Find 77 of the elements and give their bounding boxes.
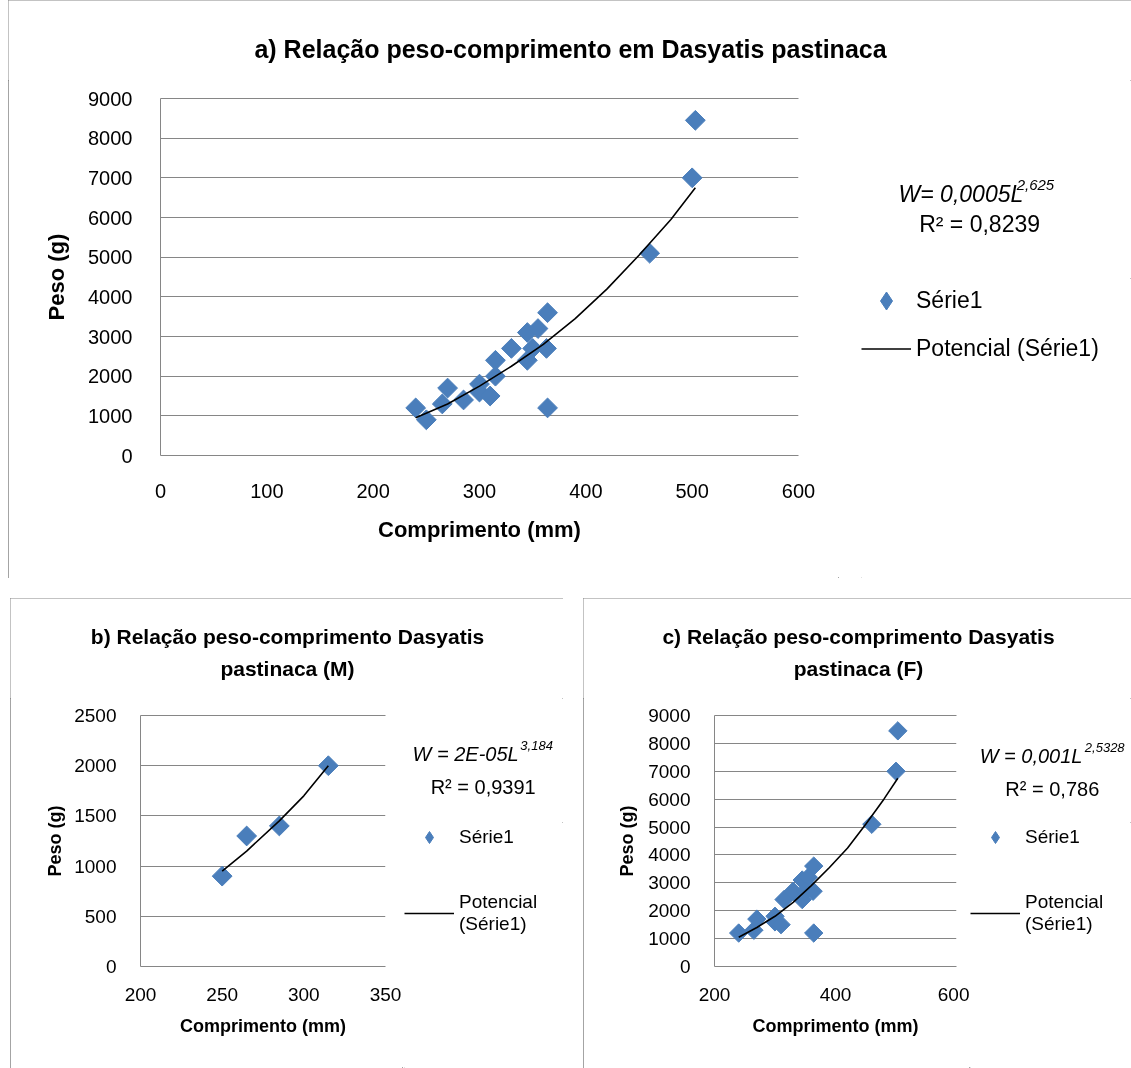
point [886,761,906,781]
y-tick-label: 9000 [648,705,691,726]
y-tick-label: 7000 [648,760,691,782]
legend-label: Potencial (Série1) [459,891,538,935]
y-tick-label: 2000 [88,365,133,388]
point [479,385,501,407]
legend-label: Série1 [916,287,983,314]
y-tick-label: 0 [105,956,117,977]
x-tick-label: 400 [819,983,852,1005]
point [485,349,506,371]
legend-label: Potencial (Série1) [1025,891,1104,935]
x-axis-title: Comprimento (mm) [752,1015,919,1036]
point [437,377,458,399]
point [888,721,908,741]
point [527,318,549,339]
text: R² = 0,786 [1005,777,1100,800]
y-tick-label: 5000 [648,816,691,838]
x-tick-label: 200 [124,983,157,1005]
x-tick-label: 400 [569,479,603,502]
point [501,338,522,359]
point [211,865,233,887]
x-tick-label: 250 [206,983,239,1005]
point [681,167,703,189]
y-tick-label: 4000 [648,844,691,866]
x-tick-label: 300 [287,983,320,1005]
y-tick-label: 3000 [88,325,133,348]
y-tick-label: 1000 [648,928,691,950]
y-tick-label: 2000 [74,755,117,777]
y-tick-label: 6000 [648,788,691,810]
point [405,397,427,419]
point [747,909,767,929]
y-tick-label: 2500 [74,705,117,726]
point [804,923,824,943]
x-tick-label: 500 [675,479,709,502]
y-tick-label: 7000 [88,166,133,189]
legend-label: Série1 [459,826,514,848]
y-axis-title: Peso (g) [44,233,70,321]
y-tick-label: 9000 [88,87,133,110]
x-tick-label: 0 [154,479,167,502]
point [236,825,258,847]
x-axis-title: Comprimento (mm) [378,516,581,542]
point [537,397,558,419]
x-tick-label: 200 [356,479,390,502]
x-tick-label: 300 [462,479,497,502]
text: R² = 0,8239 [919,210,1041,237]
point [317,755,339,777]
y-tick-label: 4000 [88,285,133,308]
x-tick-label: 600 [781,479,816,502]
y-axis-title: Peso (g) [45,805,66,877]
x-tick-label: 100 [250,479,284,502]
point [804,856,824,876]
point [415,409,437,431]
x-axis-title: Comprimento (mm) [180,1015,347,1036]
y-tick-label: 5000 [88,246,133,269]
legend-label: Potencial (Série1) [916,335,1099,362]
chart-title: c) Relação peso-comprimento Dasyatis pastinaca (F) [662,625,1055,680]
point [684,109,706,131]
point [537,302,558,324]
y-tick-label: 1000 [88,404,133,427]
x-tick-label: 600 [937,983,970,1005]
y-tick-label: 6000 [88,206,133,229]
chart-title: b) Relação peso-comprimento Dasyatis pastinaca (M) [90,625,485,680]
x-tick-label: 350 [369,983,402,1005]
y-tick-label: 0 [121,444,133,467]
y-tick-label: 1500 [74,805,117,827]
y-tick-label: 500 [84,905,117,927]
y-axis-title: Peso (g) [617,805,638,877]
y-tick-label: 1000 [74,855,117,877]
x-tick-label: 200 [698,983,731,1005]
chart-title: a) Relação peso-comprimento em Dasyatis pastinaca [254,34,888,63]
y-tick-label: 8000 [648,732,691,754]
y-tick-label: 8000 [88,127,133,150]
y-tick-label: 3000 [648,872,691,894]
y-tick-label: 0 [679,956,691,977]
y-tick-label: 2000 [648,900,691,922]
legend-label: Série1 [1025,826,1080,848]
text: R² = 0,9391 [430,775,536,798]
